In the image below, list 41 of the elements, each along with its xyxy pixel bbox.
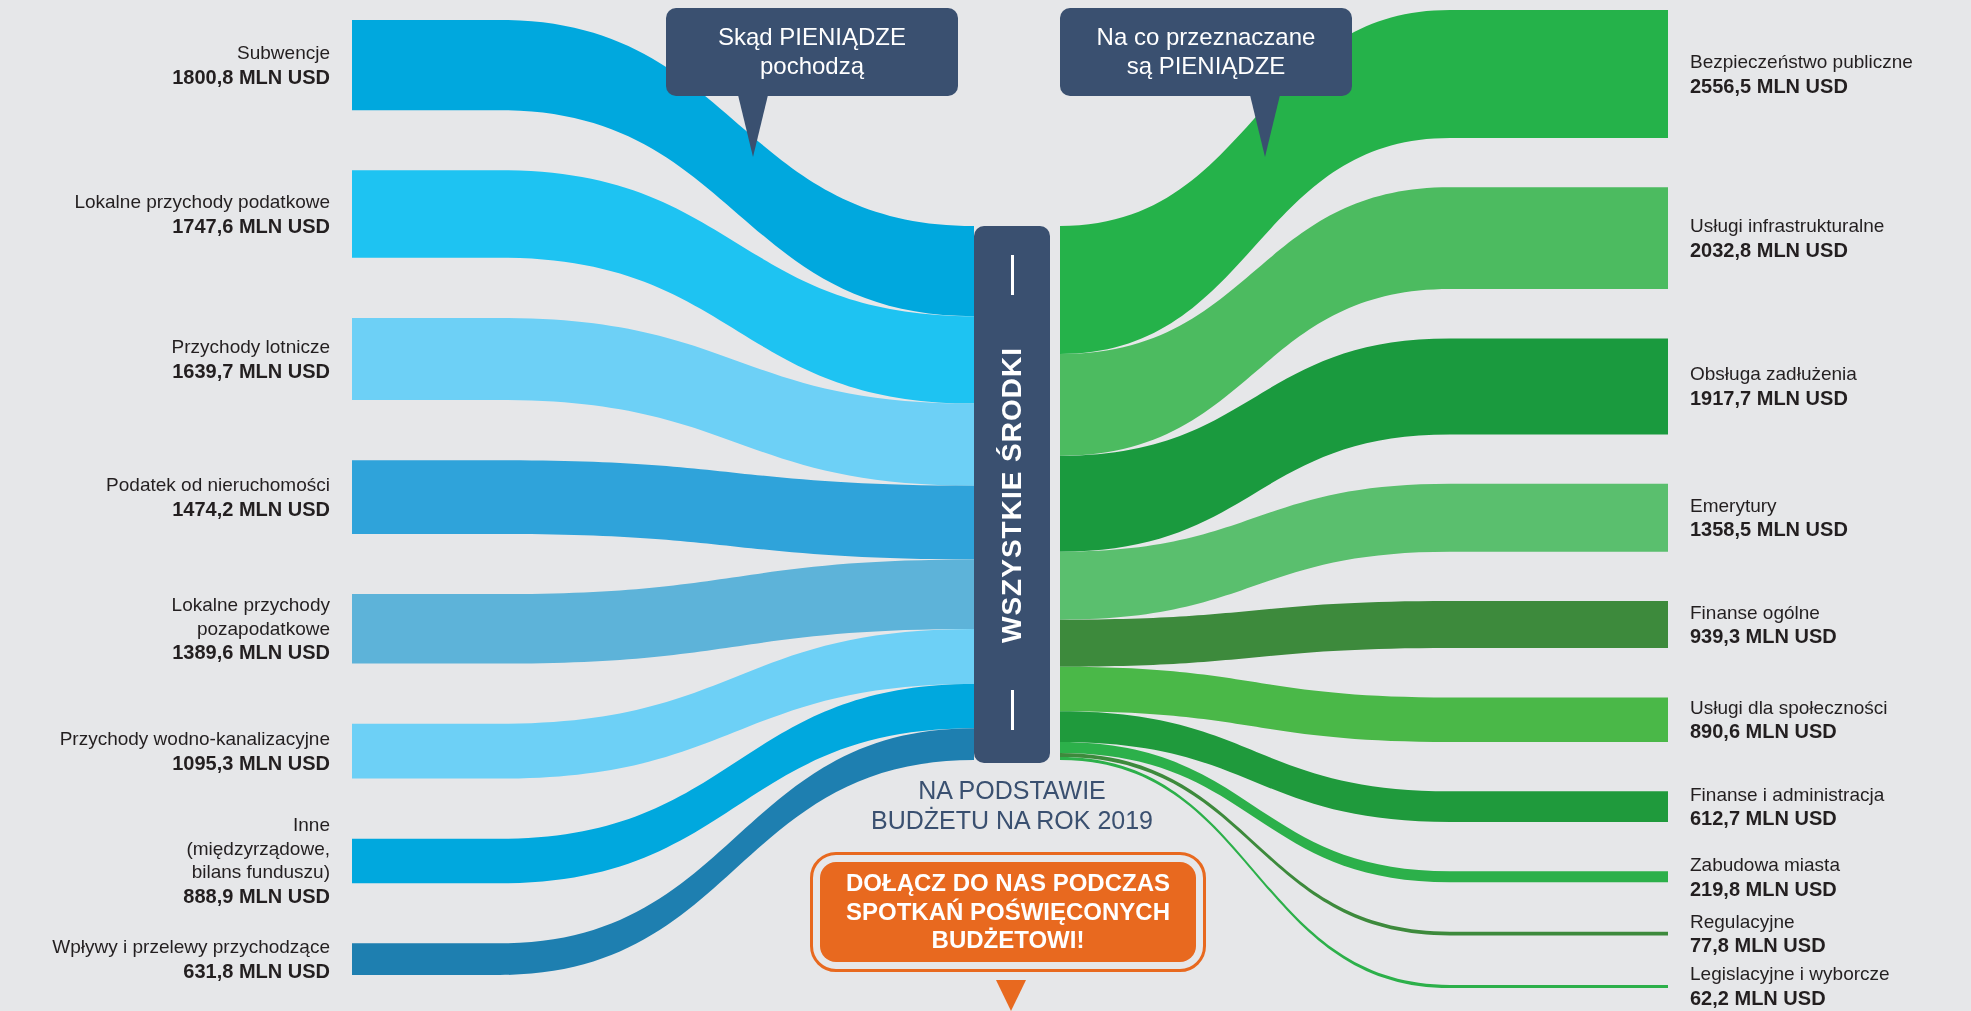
data-label: 62,2 MLN USD bbox=[1690, 985, 1827, 1011]
category-label: Usługi infrastrukturalne bbox=[1690, 213, 1885, 238]
data-label: 2032,8 MLN USD bbox=[1690, 237, 1849, 263]
category-label: Przychody wodno-kanalizacyjne bbox=[59, 726, 330, 751]
category-label: Przychody lotnicze bbox=[171, 334, 330, 359]
text: Skąd PIENIĄDZE pochodzą bbox=[666, 8, 958, 96]
category-label: Regulacyjne bbox=[1690, 909, 1796, 933]
data-label: 2556,5 MLN USD bbox=[1690, 73, 1849, 99]
category-label: Legislacyjne i wyborcze bbox=[1690, 962, 1890, 986]
text: Na co przeznaczane są PIENIĄDZE bbox=[1060, 8, 1352, 96]
category-label: Bezpieczeństwo publiczne bbox=[1690, 49, 1913, 74]
category-label: Wpływy i przelewy przychodzące bbox=[52, 934, 330, 959]
data-label: 1639,7 MLN USD bbox=[171, 358, 330, 384]
category-label: Lokalne przychody podatkowe bbox=[74, 189, 330, 214]
data-label: 1917,7 MLN USD bbox=[1690, 385, 1849, 411]
data-label: 1389,6 MLN USD bbox=[171, 640, 330, 666]
category-label: Inne (międzyrządowe, bilans funduszu) bbox=[185, 812, 330, 885]
data-label: 77,8 MLN USD bbox=[1690, 932, 1826, 958]
text: WSZYSTKIE ŚRODKI bbox=[974, 226, 1050, 763]
data-label: 888,9 MLN USD bbox=[183, 884, 330, 910]
data-label: 1095,3 MLN USD bbox=[171, 750, 330, 776]
category-label: Finanse ogólne bbox=[1690, 600, 1821, 624]
text: DOŁĄCZ DO NAS PODCZAS SPOTKAŃ POŚWIĘCONYCH BUDŻETOWI! bbox=[820, 862, 1196, 962]
text: NA PODSTAWIE BUDŻETU NA ROK 2019 bbox=[870, 775, 1154, 836]
data-label: 631,8 MLN USD bbox=[182, 958, 330, 984]
data-label: 1800,8 MLN USD bbox=[172, 64, 330, 90]
data-label: 890,6 MLN USD bbox=[1690, 719, 1838, 745]
category-label: Usługi dla społeczności bbox=[1690, 695, 1888, 720]
data-label: 1358,5 MLN USD bbox=[1690, 517, 1848, 543]
data-label: 219,8 MLN USD bbox=[1690, 876, 1838, 902]
data-label: 939,3 MLN USD bbox=[1690, 623, 1837, 649]
category-label: Zabudowa miasta bbox=[1690, 852, 1840, 877]
category-label: Podatek od nieruchomości bbox=[106, 472, 330, 497]
data-label: 1747,6 MLN USD bbox=[171, 213, 330, 239]
category-label: Obsługa zadłużenia bbox=[1690, 362, 1857, 386]
data-label: 612,7 MLN USD bbox=[1690, 806, 1838, 831]
data-label: 1474,2 MLN USD bbox=[171, 496, 330, 522]
category-label: Lokalne przychody pozapodatkowe bbox=[171, 592, 330, 641]
category-label: Finanse i administracja bbox=[1690, 782, 1885, 807]
category-label: Subwencje bbox=[236, 40, 330, 65]
category-label: Emerytury bbox=[1690, 493, 1778, 518]
